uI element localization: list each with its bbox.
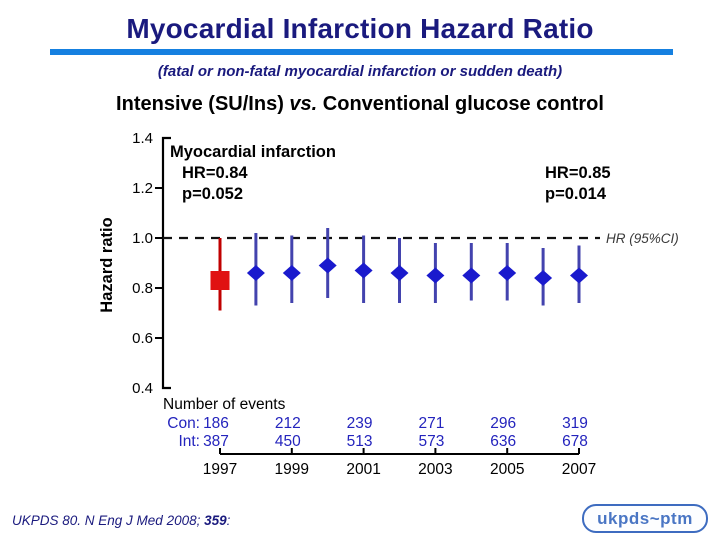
annotation-hr-right: HR=0.85	[545, 164, 611, 182]
data-point-diamond	[462, 267, 481, 284]
event-count: 319	[562, 415, 588, 432]
y-tick-label: 1.0	[132, 230, 153, 247]
event-count: 450	[275, 433, 301, 450]
ukpds-ptm-logo: ukpds~ptm	[582, 504, 708, 533]
event-count: 636	[490, 433, 516, 450]
data-point-diamond	[282, 265, 301, 281]
y-tick-label: 1.4	[132, 130, 153, 147]
event-count: 212	[275, 415, 301, 432]
comparison-pre: Intensive (SU/Ins)	[116, 93, 290, 115]
y-axis	[161, 136, 171, 390]
event-count: 387	[203, 433, 229, 450]
comparison-heading: Intensive (SU/Ins) vs. Conventional gluc…	[0, 93, 720, 116]
data-point-square	[210, 271, 230, 290]
x-tick-label: 2001	[346, 461, 380, 478]
x-tick-label: 1997	[203, 461, 237, 478]
data-point-diamond	[390, 265, 409, 281]
citation-volume: 359	[204, 513, 227, 528]
events-heading: Number of events	[163, 396, 286, 413]
data-point-diamond	[498, 265, 517, 281]
chart-title: Myocardial infarction	[170, 143, 336, 161]
events-row-label: Int:	[178, 433, 200, 450]
citation: UKPDS 80. N Eng J Med 2008; 359:	[12, 513, 230, 528]
y-tick-label: 0.6	[132, 330, 153, 347]
x-tick-label: 2005	[490, 461, 524, 478]
data-point-diamond	[426, 267, 445, 284]
event-count: 239	[347, 415, 373, 432]
event-count: 678	[562, 433, 588, 450]
event-count: 573	[418, 433, 444, 450]
annotation-hr-left: HR=0.84	[182, 164, 248, 182]
y-axis-label: Hazard ratio	[98, 217, 116, 312]
annotation-p-left: p=0.052	[182, 185, 243, 203]
title-underline-rule	[50, 49, 673, 55]
logo-text: ukpds~ptm	[597, 508, 693, 528]
citation-suffix: :	[226, 513, 231, 528]
y-tick-label: 1.2	[132, 180, 153, 197]
event-count: 186	[203, 415, 229, 432]
event-count: 296	[490, 415, 516, 432]
comparison-vs: vs.	[289, 93, 318, 115]
events-row-label: Con:	[167, 415, 200, 432]
citation-text: UKPDS 80. N Eng J Med 2008;	[12, 513, 205, 528]
data-point-diamond	[534, 270, 553, 286]
data-point-diamond	[570, 267, 588, 284]
comparison-post: Conventional glucose control	[317, 93, 604, 115]
event-count: 271	[418, 415, 444, 432]
page-title: Myocardial Infarction Hazard Ratio	[126, 13, 594, 44]
x-tick-label: 2003	[418, 461, 452, 478]
x-tick-label: 1999	[275, 461, 309, 478]
annotation-p-right: p=0.014	[545, 185, 607, 203]
data-point-diamond	[318, 257, 337, 274]
x-tick-label: 2007	[562, 461, 596, 478]
data-point-diamond	[354, 262, 373, 279]
x-axis	[219, 448, 580, 455]
y-tick-label: 0.8	[132, 280, 153, 297]
data-point-diamond	[246, 265, 265, 281]
slide-subtitle: (fatal or non-fatal myocardial infarctio…	[157, 63, 563, 80]
y-tick-label: 0.4	[132, 380, 153, 397]
reference-line-label: HR (95%CI)	[606, 231, 679, 246]
event-count: 513	[347, 433, 373, 450]
